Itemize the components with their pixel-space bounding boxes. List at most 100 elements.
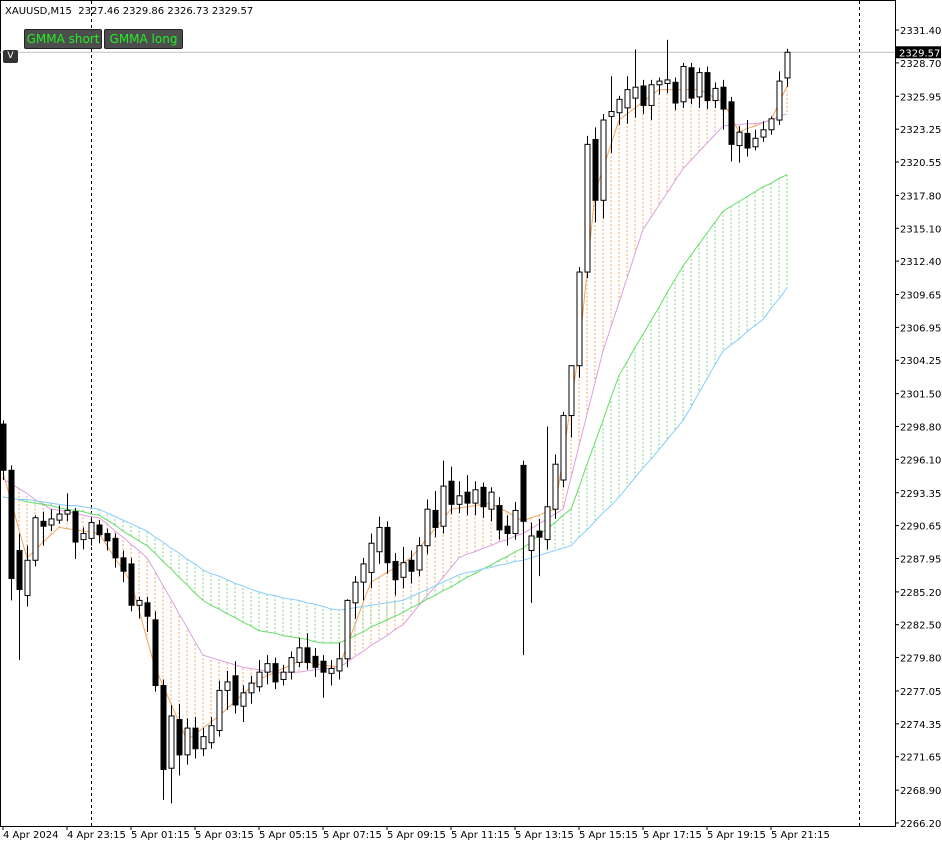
plot-frame [0, 0, 896, 827]
candle-body [64, 509, 71, 515]
candle-body [640, 85, 647, 106]
y-tick-label: 2290.65 [900, 522, 941, 533]
candle-body [248, 682, 255, 694]
candle-body [232, 675, 239, 706]
x-tick-label: 4 Apr 23:15 [67, 830, 126, 841]
y-tick-label: 2266.20 [900, 819, 941, 830]
candle-body [304, 647, 311, 663]
price-tag-label: 2329.57 [899, 48, 940, 59]
candle-body [256, 671, 263, 688]
candle-body [632, 86, 639, 99]
y-tick-label: 2285.20 [900, 588, 941, 599]
y-tick-label: 2268.90 [900, 786, 941, 797]
candle-body [768, 118, 775, 131]
candle-body [240, 692, 247, 707]
candle-body [160, 685, 167, 770]
candle-body [696, 72, 703, 98]
candle-body [608, 111, 615, 117]
candle-body [112, 537, 119, 559]
candle-body [680, 66, 687, 103]
y-tick-label: 2315.10 [900, 224, 941, 235]
candle-body [416, 545, 423, 571]
x-tick-label: 5 Apr 21:15 [771, 830, 830, 841]
y-tick-label: 2306.95 [900, 323, 941, 334]
candle-body [440, 485, 447, 527]
candle-body [200, 736, 207, 750]
candle-body [384, 526, 391, 564]
candle-body [560, 415, 567, 481]
candle-body [296, 647, 303, 663]
candle-body [728, 101, 735, 145]
candle-body [656, 80, 663, 86]
y-tick-label: 2298.80 [900, 422, 941, 433]
candle-body [96, 524, 103, 536]
candle-body [712, 87, 719, 102]
candle-body [472, 489, 479, 504]
candle-body [784, 51, 791, 79]
candle-body [400, 562, 407, 578]
candle-body [488, 491, 495, 510]
y-tick-label: 2325.95 [900, 92, 941, 103]
candle-body [168, 715, 175, 769]
candle-body [280, 671, 287, 680]
candle-body [184, 727, 191, 756]
candle-body [528, 535, 535, 552]
candle-body [32, 517, 39, 561]
y-tick-label: 2309.65 [900, 291, 941, 302]
candle-body [600, 119, 607, 201]
candle-body [512, 509, 519, 535]
gmma-short-button[interactable]: GMMA short [24, 29, 102, 49]
candle-body [504, 525, 511, 535]
candle-body [8, 469, 15, 580]
candle-body [88, 522, 95, 539]
candle-body [16, 550, 23, 590]
candle-body [648, 84, 655, 106]
y-tick-label: 2277.05 [900, 687, 941, 698]
candle-body [424, 508, 431, 547]
x-tick-label: 5 Apr 17:15 [643, 830, 702, 841]
candle-body [672, 81, 679, 104]
candle-body [736, 131, 743, 147]
candle-body [688, 67, 695, 99]
candle-body [360, 563, 367, 583]
candle-body [664, 79, 671, 85]
y-tick-label: 2271.65 [900, 753, 941, 764]
x-tick-label: 5 Apr 07:15 [323, 830, 382, 841]
candle-body [128, 563, 135, 606]
candle-body [320, 660, 327, 673]
chart-title: XAUUSD,M15 2327.46 2329.86 2326.73 2329.… [5, 6, 253, 17]
y-tick-label: 2320.55 [900, 158, 941, 169]
x-tick-label: 5 Apr 03:15 [195, 830, 254, 841]
y-tick-label: 2317.80 [900, 191, 941, 202]
candle-body [312, 655, 319, 668]
price-tag [896, 46, 941, 59]
candle-body [584, 143, 591, 273]
gmma-long-button[interactable]: GMMA long [104, 29, 183, 49]
candle-body [776, 80, 783, 121]
x-tick-label: 5 Apr 11:15 [451, 830, 510, 841]
candle-body [408, 559, 415, 572]
candle-body [176, 719, 183, 756]
candle-body [744, 132, 751, 149]
y-tick-label: 2296.10 [900, 455, 941, 466]
candle-body [352, 581, 359, 604]
candle-body [264, 663, 271, 673]
candle-body [120, 557, 127, 572]
x-tick-label: 5 Apr 01:15 [131, 830, 190, 841]
gmma-line [2, 287, 788, 611]
candle-body [720, 86, 727, 110]
y-tick-label: 2328.70 [900, 59, 941, 70]
candle-body [48, 518, 55, 526]
toggle-button[interactable]: V [3, 50, 18, 63]
x-tick-label: 5 Apr 15:15 [579, 830, 638, 841]
y-tick-label: 2323.25 [900, 125, 941, 136]
x-tick-label: 5 Apr 19:15 [707, 830, 766, 841]
candle-body [344, 599, 351, 660]
y-tick-label: 2279.80 [900, 654, 941, 665]
candle-body [0, 423, 7, 471]
y-tick-label: 2287.95 [900, 554, 941, 565]
candle-body [24, 559, 31, 597]
candle-body [208, 725, 215, 744]
candle-body [152, 619, 159, 687]
